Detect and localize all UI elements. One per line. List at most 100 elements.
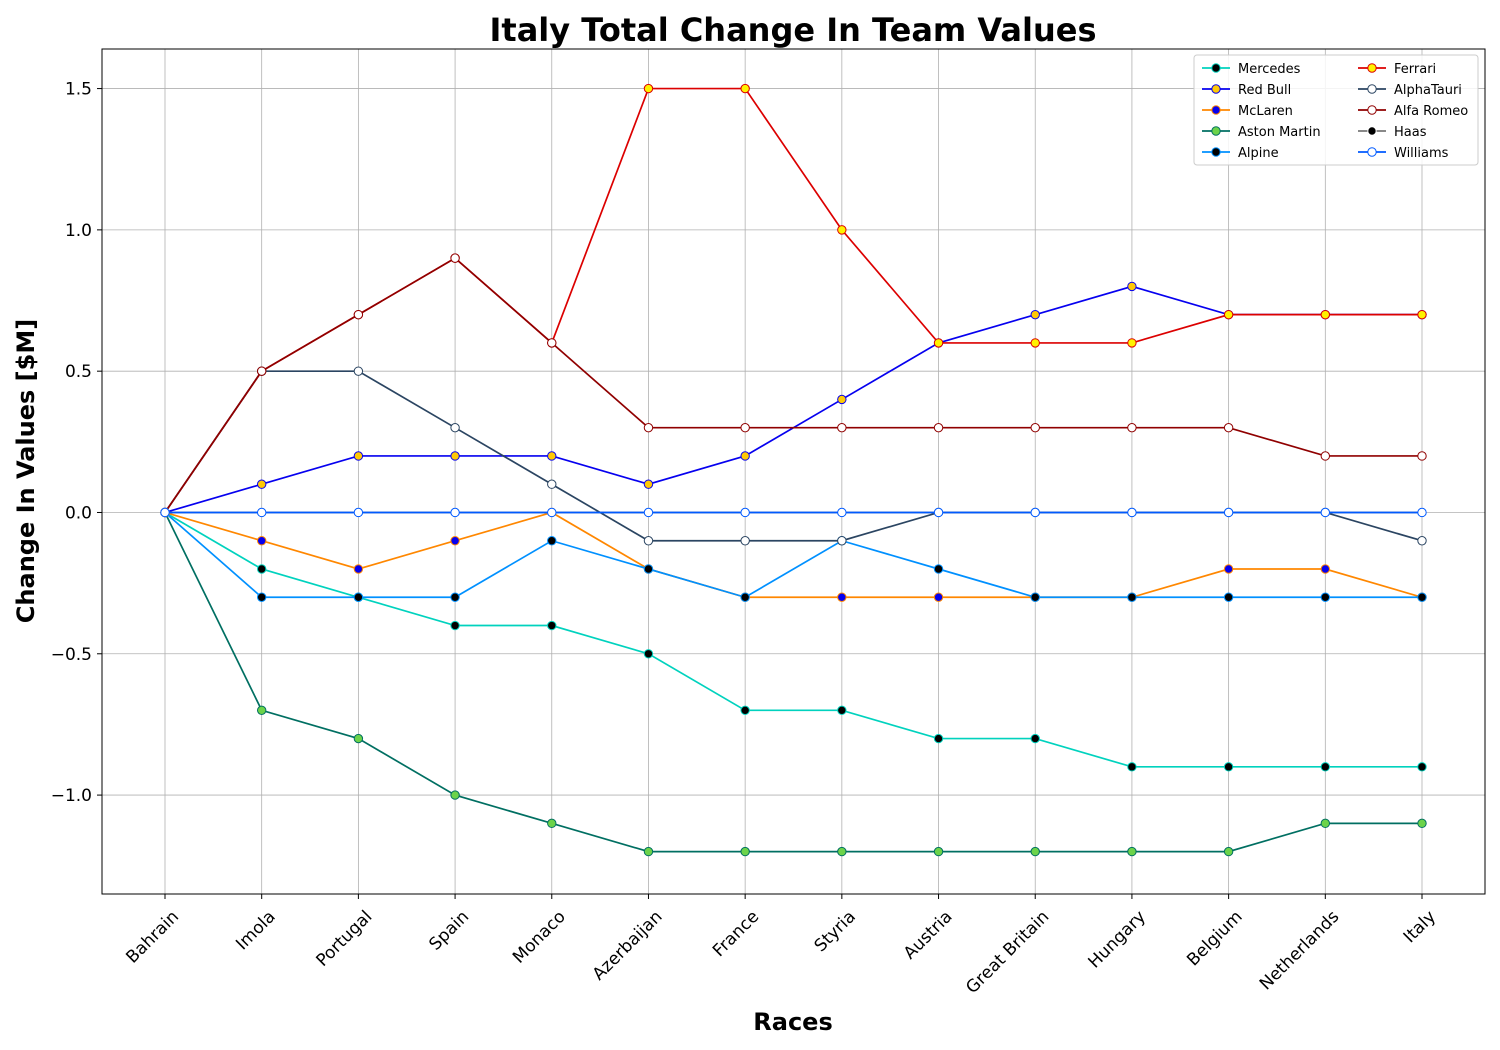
data-point <box>1127 422 1137 433</box>
series-line <box>164 370 1423 542</box>
legend-marker <box>1211 84 1221 94</box>
data-point <box>1127 507 1137 518</box>
data-point <box>740 507 750 518</box>
series-mercedes <box>160 507 1427 772</box>
data-point <box>933 733 944 744</box>
legend-label: Red Bull <box>1238 83 1291 98</box>
legend-item: Mercedes <box>1202 62 1301 77</box>
series-lines <box>160 83 1427 857</box>
data-point <box>1320 451 1331 461</box>
data-point <box>643 846 654 857</box>
x-tick-label: Azerbaijan <box>589 907 667 985</box>
x-tick-label: Belgium <box>1183 907 1246 970</box>
data-point <box>450 451 460 461</box>
data-point <box>837 592 847 602</box>
data-point <box>837 394 847 405</box>
data-point <box>740 846 750 857</box>
data-point <box>643 536 654 546</box>
x-tick-label: Hungary <box>1084 907 1149 972</box>
series-alfa-romeo <box>160 253 1427 518</box>
data-point <box>1223 309 1234 320</box>
x-tick-label: Austria <box>900 907 957 964</box>
data-point <box>450 790 460 800</box>
data-point <box>643 479 654 489</box>
x-tick-label: Spain <box>425 907 473 955</box>
data-point <box>353 592 364 602</box>
data-point <box>353 564 364 574</box>
data-point <box>643 649 654 659</box>
data-point <box>256 592 267 602</box>
y-tick-label: 0.0 <box>65 503 92 523</box>
data-point <box>547 507 557 518</box>
x-tick-label: Monaco <box>509 907 570 968</box>
data-point <box>933 422 944 433</box>
data-point <box>1417 818 1427 829</box>
data-point <box>1417 592 1427 602</box>
legend-label: McLaren <box>1238 104 1293 119</box>
y-tick-label: −0.5 <box>51 645 92 665</box>
data-point <box>1417 536 1427 546</box>
legend-marker <box>1367 147 1377 157</box>
data-point <box>1030 592 1040 602</box>
legend-label: Haas <box>1394 125 1427 140</box>
series-line <box>164 511 1422 768</box>
data-point <box>256 705 267 716</box>
data-point <box>1320 762 1331 772</box>
series-williams <box>160 507 1427 518</box>
legend-marker <box>1211 126 1221 136</box>
data-point <box>643 83 654 94</box>
data-point <box>256 507 267 518</box>
data-point <box>256 536 267 546</box>
y-tick-label: 1.0 <box>65 221 92 241</box>
plot-frame <box>101 48 1486 895</box>
data-point <box>643 564 654 574</box>
data-point <box>1030 846 1040 857</box>
chart-title: Italy Total Change In Team Values <box>489 11 1096 49</box>
data-point <box>256 366 267 376</box>
data-point <box>1030 733 1040 744</box>
data-point <box>353 309 364 320</box>
data-point <box>256 564 267 574</box>
data-point <box>1030 309 1040 320</box>
data-point <box>643 422 654 433</box>
legend-marker <box>1367 84 1377 94</box>
data-point <box>837 225 847 235</box>
legend-label: Alpine <box>1238 146 1279 161</box>
series-line <box>164 511 1422 599</box>
legend-item: McLaren <box>1202 104 1293 119</box>
legend-label: AlphaTauri <box>1394 83 1462 98</box>
data-point <box>1320 507 1331 518</box>
data-point <box>1223 422 1234 433</box>
y-tick-label: 1.5 <box>65 80 92 100</box>
data-point <box>450 422 460 433</box>
data-point <box>740 83 750 94</box>
legend-item: Red Bull <box>1202 83 1291 98</box>
series-aston-martin <box>160 507 1427 857</box>
data-point <box>160 507 170 518</box>
x-tick-label: Styria <box>811 907 860 956</box>
data-point <box>1417 762 1427 772</box>
x-axis-label: Races <box>753 1008 832 1036</box>
x-tick-label: Imola <box>232 907 279 954</box>
data-point <box>547 818 557 829</box>
series-red-bull <box>160 281 1427 518</box>
series-line <box>164 512 1422 853</box>
x-tick-label: Great Britain <box>962 907 1053 998</box>
data-point <box>1030 507 1040 518</box>
data-point <box>837 705 847 716</box>
data-point <box>1320 309 1331 320</box>
data-point <box>740 536 750 546</box>
data-point <box>1223 507 1234 518</box>
data-point <box>1417 309 1427 320</box>
data-point <box>1127 762 1137 772</box>
data-point <box>1223 592 1234 602</box>
data-point <box>933 338 944 348</box>
legend-box <box>1193 54 1479 166</box>
y-tick-label: 0.5 <box>65 362 92 382</box>
legend-marker <box>1211 147 1221 157</box>
series-alphatauri <box>160 366 1427 546</box>
data-point <box>450 620 460 631</box>
data-point <box>740 705 750 716</box>
data-point <box>1030 338 1040 348</box>
